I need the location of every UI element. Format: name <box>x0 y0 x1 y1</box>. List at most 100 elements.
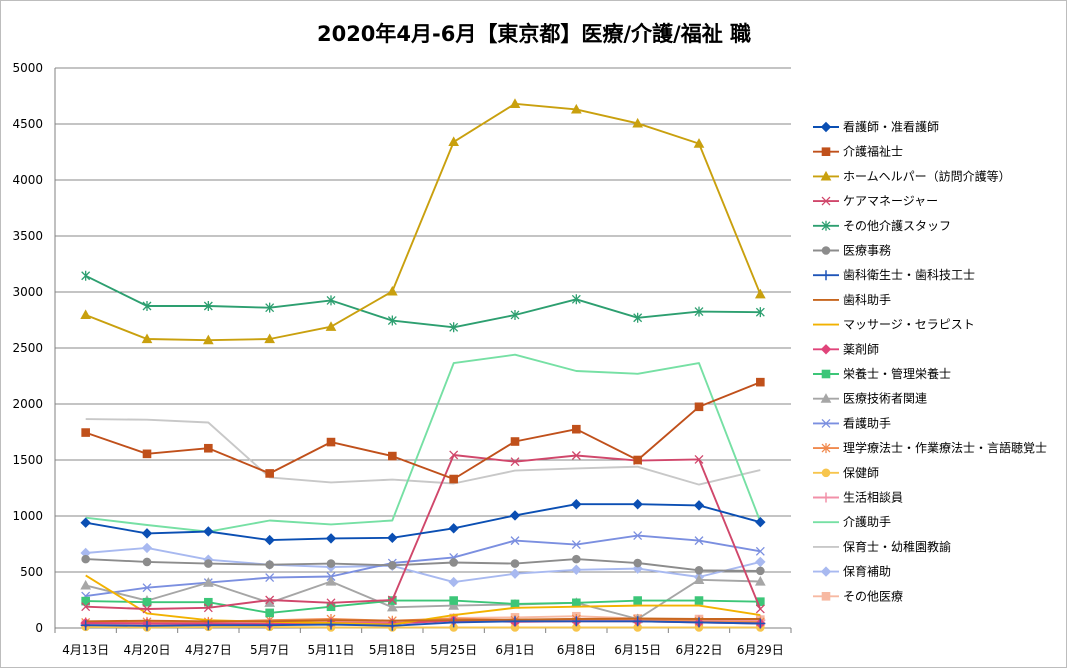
legend-marker <box>820 566 832 577</box>
legend-item: 保育士・幼稚園教諭 <box>813 539 951 554</box>
legend-label: その他介護スタッフ <box>843 218 951 233</box>
data-point <box>387 315 397 326</box>
y-tick-label: 3000 <box>12 285 43 299</box>
data-point <box>81 428 90 437</box>
y-tick-label: 500 <box>20 565 43 579</box>
series-line <box>85 558 761 572</box>
data-point <box>755 556 766 568</box>
y-tick-label: 2500 <box>12 341 43 355</box>
gridlines <box>55 67 791 629</box>
axes <box>54 68 792 633</box>
data-point <box>448 523 459 534</box>
data-point <box>633 312 643 323</box>
legend-marker <box>820 170 832 181</box>
legend-marker <box>820 393 832 403</box>
data-point <box>755 618 766 629</box>
data-point <box>80 309 92 320</box>
series-lines <box>80 98 766 632</box>
legend-item: その他医療 <box>813 589 903 603</box>
data-point <box>80 579 92 590</box>
data-point <box>265 302 275 313</box>
data-point <box>449 450 459 460</box>
series-7 <box>80 616 766 631</box>
legend-marker <box>820 344 832 355</box>
data-point <box>203 620 214 631</box>
data-point <box>694 566 704 575</box>
legend-item: 歯科助手 <box>813 293 891 307</box>
legend-marker <box>821 220 831 231</box>
data-point <box>386 601 398 612</box>
x-tick-label: 6月29日 <box>737 643 784 657</box>
data-point <box>80 517 91 528</box>
legend-item: 生活相談員 <box>813 490 903 505</box>
x-tick-label: 5月7日 <box>250 643 289 657</box>
series-18 <box>85 418 761 486</box>
data-point <box>387 620 398 631</box>
legend-label: マッサージ・セラピスト <box>843 318 975 332</box>
series-6 <box>81 554 765 576</box>
data-point <box>756 566 765 576</box>
data-point <box>202 577 214 587</box>
legend-item: 介護助手 <box>813 514 891 529</box>
data-point <box>633 455 642 465</box>
legend-label: 医療技術者関連 <box>843 392 927 406</box>
data-point <box>694 596 704 605</box>
data-point <box>510 536 520 546</box>
series-line <box>85 625 761 629</box>
legend-marker <box>821 270 831 281</box>
data-point <box>693 574 705 584</box>
legend-label: 歯科衛生士・歯科技工士 <box>843 268 975 282</box>
x-tick-label: 6月22日 <box>676 643 723 657</box>
data-point <box>510 599 520 609</box>
data-point <box>754 575 766 586</box>
data-point <box>81 602 91 612</box>
data-point <box>633 596 642 605</box>
legend-item: 栄養士・管理栄養士 <box>813 366 951 381</box>
legend-label: 保育士・幼稚園教諭 <box>843 539 951 554</box>
data-point <box>325 321 337 331</box>
y-tick-label: 4000 <box>12 173 43 187</box>
data-point <box>202 334 214 345</box>
data-point <box>388 451 397 461</box>
series-line <box>85 617 761 623</box>
legend-label: ケアマネージャー <box>843 194 938 208</box>
data-point <box>203 301 213 311</box>
data-point <box>510 616 520 627</box>
data-point <box>571 564 582 575</box>
legend-item: ホームヘルパー（訪問介護等） <box>813 168 1011 183</box>
data-point <box>141 333 153 344</box>
data-point <box>326 559 336 568</box>
series-line <box>85 546 761 584</box>
legend-label: 栄養士・管理栄養士 <box>843 366 951 381</box>
data-point <box>570 103 582 114</box>
data-point <box>325 575 337 586</box>
series-line <box>85 418 761 486</box>
legend-label: 歯科助手 <box>843 293 891 307</box>
data-point <box>448 576 459 588</box>
legend-item: 理学療法士・作業療法士・言語聴覚士 <box>813 440 1047 455</box>
legend-marker <box>821 147 831 156</box>
data-point <box>449 322 459 333</box>
data-point <box>141 528 153 539</box>
data-point <box>449 474 458 484</box>
x-tick-label: 6月8日 <box>557 643 596 657</box>
legend-item: 医療事務 <box>813 244 891 258</box>
y-axis-ticks: 0 500 1000 1500 2000 2500 3000 3500 4000 4500 5000 <box>12 61 43 635</box>
data-point <box>694 454 704 464</box>
data-point <box>265 573 275 583</box>
data-point <box>509 510 521 521</box>
legend-label: 医療事務 <box>843 244 891 258</box>
data-point <box>203 526 214 537</box>
data-point <box>754 288 766 299</box>
legend-label: 保健師 <box>843 466 879 480</box>
data-point <box>142 597 152 607</box>
legend-marker <box>821 246 831 255</box>
data-point <box>265 560 274 570</box>
data-point <box>571 451 581 460</box>
data-point <box>142 301 152 311</box>
legend-marker <box>821 418 831 428</box>
data-point <box>141 542 153 554</box>
data-point <box>386 285 398 296</box>
series-line <box>85 454 762 610</box>
data-point <box>755 307 765 318</box>
